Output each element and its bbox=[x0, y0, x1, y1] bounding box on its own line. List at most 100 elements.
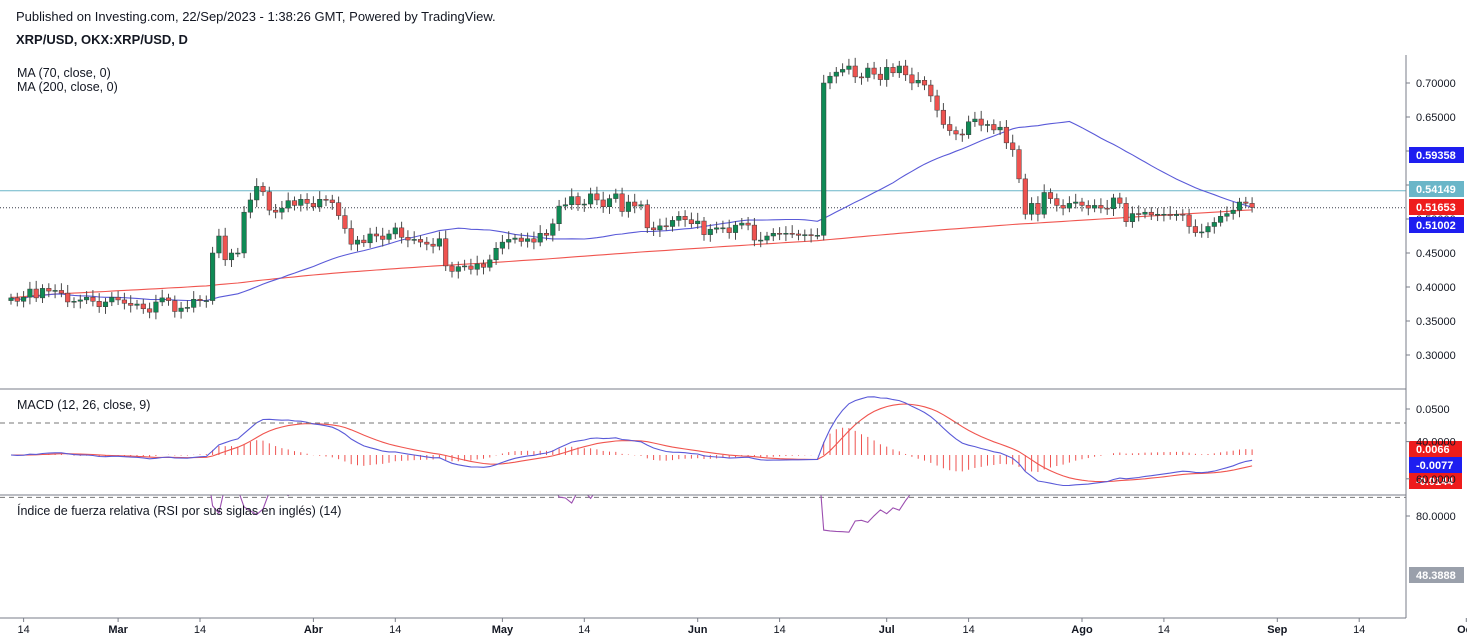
candle bbox=[65, 292, 71, 303]
candle bbox=[405, 237, 411, 241]
candle bbox=[21, 296, 27, 302]
candle bbox=[1199, 231, 1205, 234]
macd-group bbox=[10, 396, 1253, 487]
macd-tag bbox=[1409, 473, 1462, 489]
candle bbox=[58, 290, 64, 294]
candle bbox=[1079, 201, 1085, 206]
rsi-tag-label: 48.3888 bbox=[1416, 570, 1456, 582]
candle bbox=[424, 241, 430, 245]
rsi-group bbox=[210, 495, 911, 533]
time-tick-label: Jul bbox=[879, 624, 895, 636]
candle bbox=[184, 307, 190, 309]
candle bbox=[115, 296, 121, 301]
candle bbox=[480, 263, 487, 268]
price-tick-label: 0.70000 bbox=[1416, 78, 1456, 90]
price-tag-label: 0.59358 bbox=[1416, 150, 1456, 162]
rsi-legend: Índice de fuerza relativa (RSI por sus s… bbox=[17, 503, 341, 518]
time-tick-label: 14 bbox=[578, 624, 590, 636]
candle bbox=[1016, 149, 1022, 180]
candle bbox=[102, 301, 109, 307]
candle bbox=[695, 220, 701, 225]
time-tick-label: Oct bbox=[1457, 624, 1467, 636]
candle bbox=[594, 193, 600, 201]
candle bbox=[8, 297, 14, 301]
candle bbox=[96, 301, 102, 307]
price-tag bbox=[1409, 147, 1464, 163]
candle bbox=[468, 265, 474, 270]
candle bbox=[865, 67, 871, 78]
candle bbox=[1236, 201, 1243, 211]
candle bbox=[1167, 213, 1173, 216]
time-tick-label: 14 bbox=[17, 624, 29, 636]
candle bbox=[210, 252, 216, 301]
candle bbox=[852, 65, 858, 78]
candles-group bbox=[8, 57, 1255, 320]
candle bbox=[71, 301, 77, 303]
candle bbox=[1054, 198, 1060, 206]
time-tick-label: 14 bbox=[1158, 624, 1170, 636]
time-tick-label: Jun bbox=[688, 624, 708, 636]
candle bbox=[1092, 205, 1098, 209]
macd-tag-label: -0.0144 bbox=[1416, 476, 1454, 488]
candle bbox=[1098, 205, 1104, 209]
candle bbox=[342, 215, 348, 229]
candle bbox=[921, 80, 928, 86]
candle bbox=[1218, 216, 1224, 223]
candle bbox=[254, 186, 260, 201]
candle bbox=[84, 296, 90, 301]
candle bbox=[928, 84, 934, 97]
candle bbox=[537, 233, 543, 243]
candle bbox=[833, 71, 839, 77]
candle bbox=[203, 300, 209, 302]
candle bbox=[260, 186, 266, 193]
candle bbox=[310, 203, 316, 208]
macd-tag-label: -0.0077 bbox=[1416, 460, 1453, 472]
candle bbox=[821, 82, 827, 236]
macd-line bbox=[10, 396, 1253, 487]
candle bbox=[14, 297, 20, 302]
candle bbox=[247, 199, 253, 213]
candle bbox=[525, 238, 531, 242]
candle bbox=[52, 290, 58, 292]
candle bbox=[380, 235, 386, 240]
candle bbox=[443, 238, 449, 267]
candle bbox=[600, 199, 606, 208]
candle bbox=[1041, 192, 1047, 215]
rsi-tick-label: 40.0000 bbox=[1416, 437, 1456, 449]
candle bbox=[1110, 197, 1117, 210]
candle bbox=[562, 204, 568, 207]
candle bbox=[758, 239, 764, 242]
candle bbox=[39, 288, 46, 299]
time-tick-label: 14 bbox=[773, 624, 785, 636]
candle bbox=[588, 193, 594, 205]
candle bbox=[1243, 201, 1249, 204]
candle bbox=[27, 288, 33, 298]
candle bbox=[978, 118, 984, 126]
time-tick-label: Abr bbox=[304, 624, 324, 636]
candle bbox=[329, 199, 335, 203]
candle bbox=[1148, 211, 1154, 216]
candle bbox=[279, 207, 285, 213]
candle bbox=[1123, 203, 1129, 222]
candle bbox=[915, 80, 921, 84]
candle bbox=[512, 237, 518, 240]
candle bbox=[1010, 142, 1016, 150]
candle bbox=[1060, 205, 1066, 209]
candle bbox=[903, 65, 909, 76]
candle bbox=[764, 235, 770, 241]
candle bbox=[1136, 213, 1142, 215]
signal-line bbox=[10, 403, 1253, 483]
candle bbox=[191, 298, 197, 308]
candle bbox=[543, 233, 550, 236]
candle bbox=[682, 216, 688, 220]
candle bbox=[1129, 213, 1135, 222]
candle bbox=[814, 235, 820, 237]
candle bbox=[619, 193, 625, 212]
candle bbox=[531, 238, 537, 243]
candle bbox=[323, 199, 329, 201]
candle bbox=[417, 239, 424, 243]
candle bbox=[751, 224, 757, 241]
candle bbox=[392, 227, 398, 235]
candle bbox=[871, 67, 877, 75]
